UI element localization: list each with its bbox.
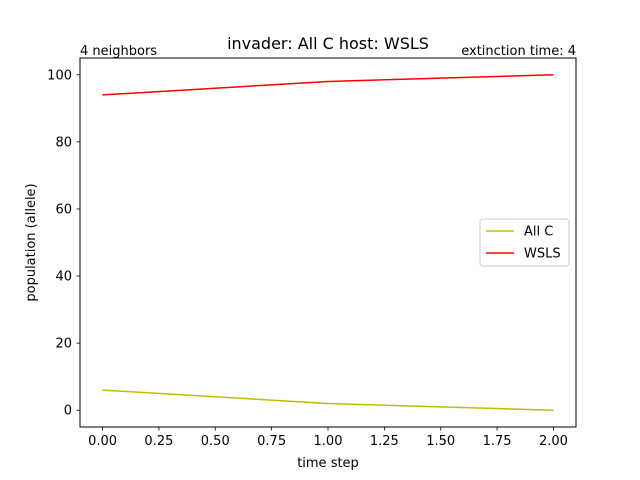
x-tick-label: 1.50 [426,434,455,449]
right-annotation: extinction time: 4 [461,44,576,59]
y-tick-label: 40 [55,270,72,285]
series-line-wsls [102,74,554,96]
y-tick-label: 80 [55,135,72,150]
x-tick-label: 0.25 [144,434,173,449]
y-tick-label: 100 [47,68,72,83]
left-annotation: 4 neighbors [80,44,157,59]
series-line-all-c [102,389,554,411]
x-axis-label: time step [297,456,359,471]
y-tick-label: 20 [55,337,72,352]
x-tick-label: 1.25 [370,434,399,449]
x-tick-label: 1.75 [483,434,512,449]
x-tick-label: 2.00 [539,434,568,449]
y-tick-label: 60 [55,202,72,217]
legend-label: WSLS [524,247,561,262]
x-axis-ticks: 0.00 0.25 0.50 0.75 1.00 1.25 1.50 1.75 2.00 [88,427,568,449]
y-axis-ticks: 0 20 40 60 80 100 [47,68,80,419]
chart-title: invader: All C host: WSLS [227,34,429,53]
x-tick-label: 0.00 [88,434,117,449]
y-tick-label: 0 [64,404,72,419]
x-tick-label: 0.75 [257,434,286,449]
x-tick-label: 0.50 [201,434,230,449]
y-axis-label: population (allele) [24,183,39,301]
series-lines [102,74,554,411]
x-tick-label: 1.00 [314,434,343,449]
legend: All C WSLS [479,218,570,267]
legend-label: All C [524,225,553,240]
legend-items: All C WSLS [486,225,561,262]
